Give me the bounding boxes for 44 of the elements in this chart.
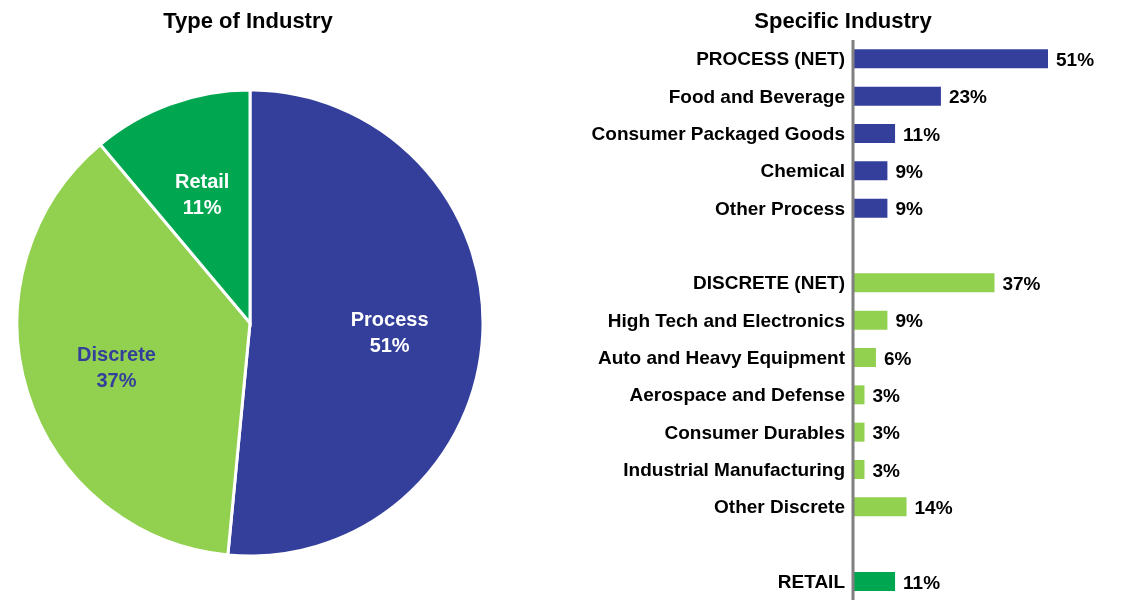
bar [853,124,896,143]
bar [853,86,941,106]
y-tick-label: Aerospace and Defense [629,384,845,406]
data-label: 37% [96,368,137,391]
data-label: 3% [872,384,901,406]
y-tick-label: Chemical [760,160,845,182]
bar [853,49,1048,69]
data-label: 11% [903,571,941,593]
y-tick-label: Auto and Heavy Equipment [597,347,846,369]
data-label: 11% [182,195,222,218]
bar [853,348,876,367]
slice-label: Discrete [77,342,156,365]
y-tick-label: Food and Beverage [668,85,845,107]
data-label: 14% [914,496,953,518]
y-tick-label: Industrial Manufacturing [623,459,845,481]
y-tick-label: Consumer Durables [664,421,845,443]
y-tick-label: PROCESS (NET) [696,48,845,70]
y-tick-label: Other Process [715,197,845,219]
y-tick-label: DISCRETE (NET) [693,272,845,294]
data-label: 11% [903,123,941,145]
y-tick-label: Consumer Packaged Goods [591,123,845,145]
slice-label: Retail [174,169,230,192]
y-tick-label: High Tech and Electronics [607,309,845,331]
data-label: 37% [1002,272,1041,294]
data-label: 9% [895,310,923,332]
data-label: 6% [883,347,912,369]
bar [853,310,888,330]
bar [853,161,888,181]
data-label: 9% [895,198,923,220]
y-tick-label: Other Discrete [714,496,845,518]
data-label: 3% [872,422,901,444]
bar [853,273,995,293]
data-label: 9% [895,160,923,182]
data-label: 3% [872,459,901,481]
data-label: 23% [948,86,988,108]
data-label: 51% [369,333,410,356]
chart-title: Specific Industry [753,8,933,35]
chart-title: Type of Industry [162,8,334,35]
y-tick-label: RETAIL [777,571,846,593]
bar [853,497,907,517]
bar [853,572,896,591]
data-label: 51% [1056,48,1095,70]
bar [853,198,888,218]
slice-label: Process [350,307,429,330]
